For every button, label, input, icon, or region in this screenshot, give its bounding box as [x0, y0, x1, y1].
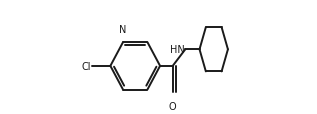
Text: N: N — [119, 24, 127, 34]
Text: Cl: Cl — [81, 61, 91, 71]
Text: HN: HN — [170, 45, 184, 55]
Text: O: O — [169, 101, 177, 111]
